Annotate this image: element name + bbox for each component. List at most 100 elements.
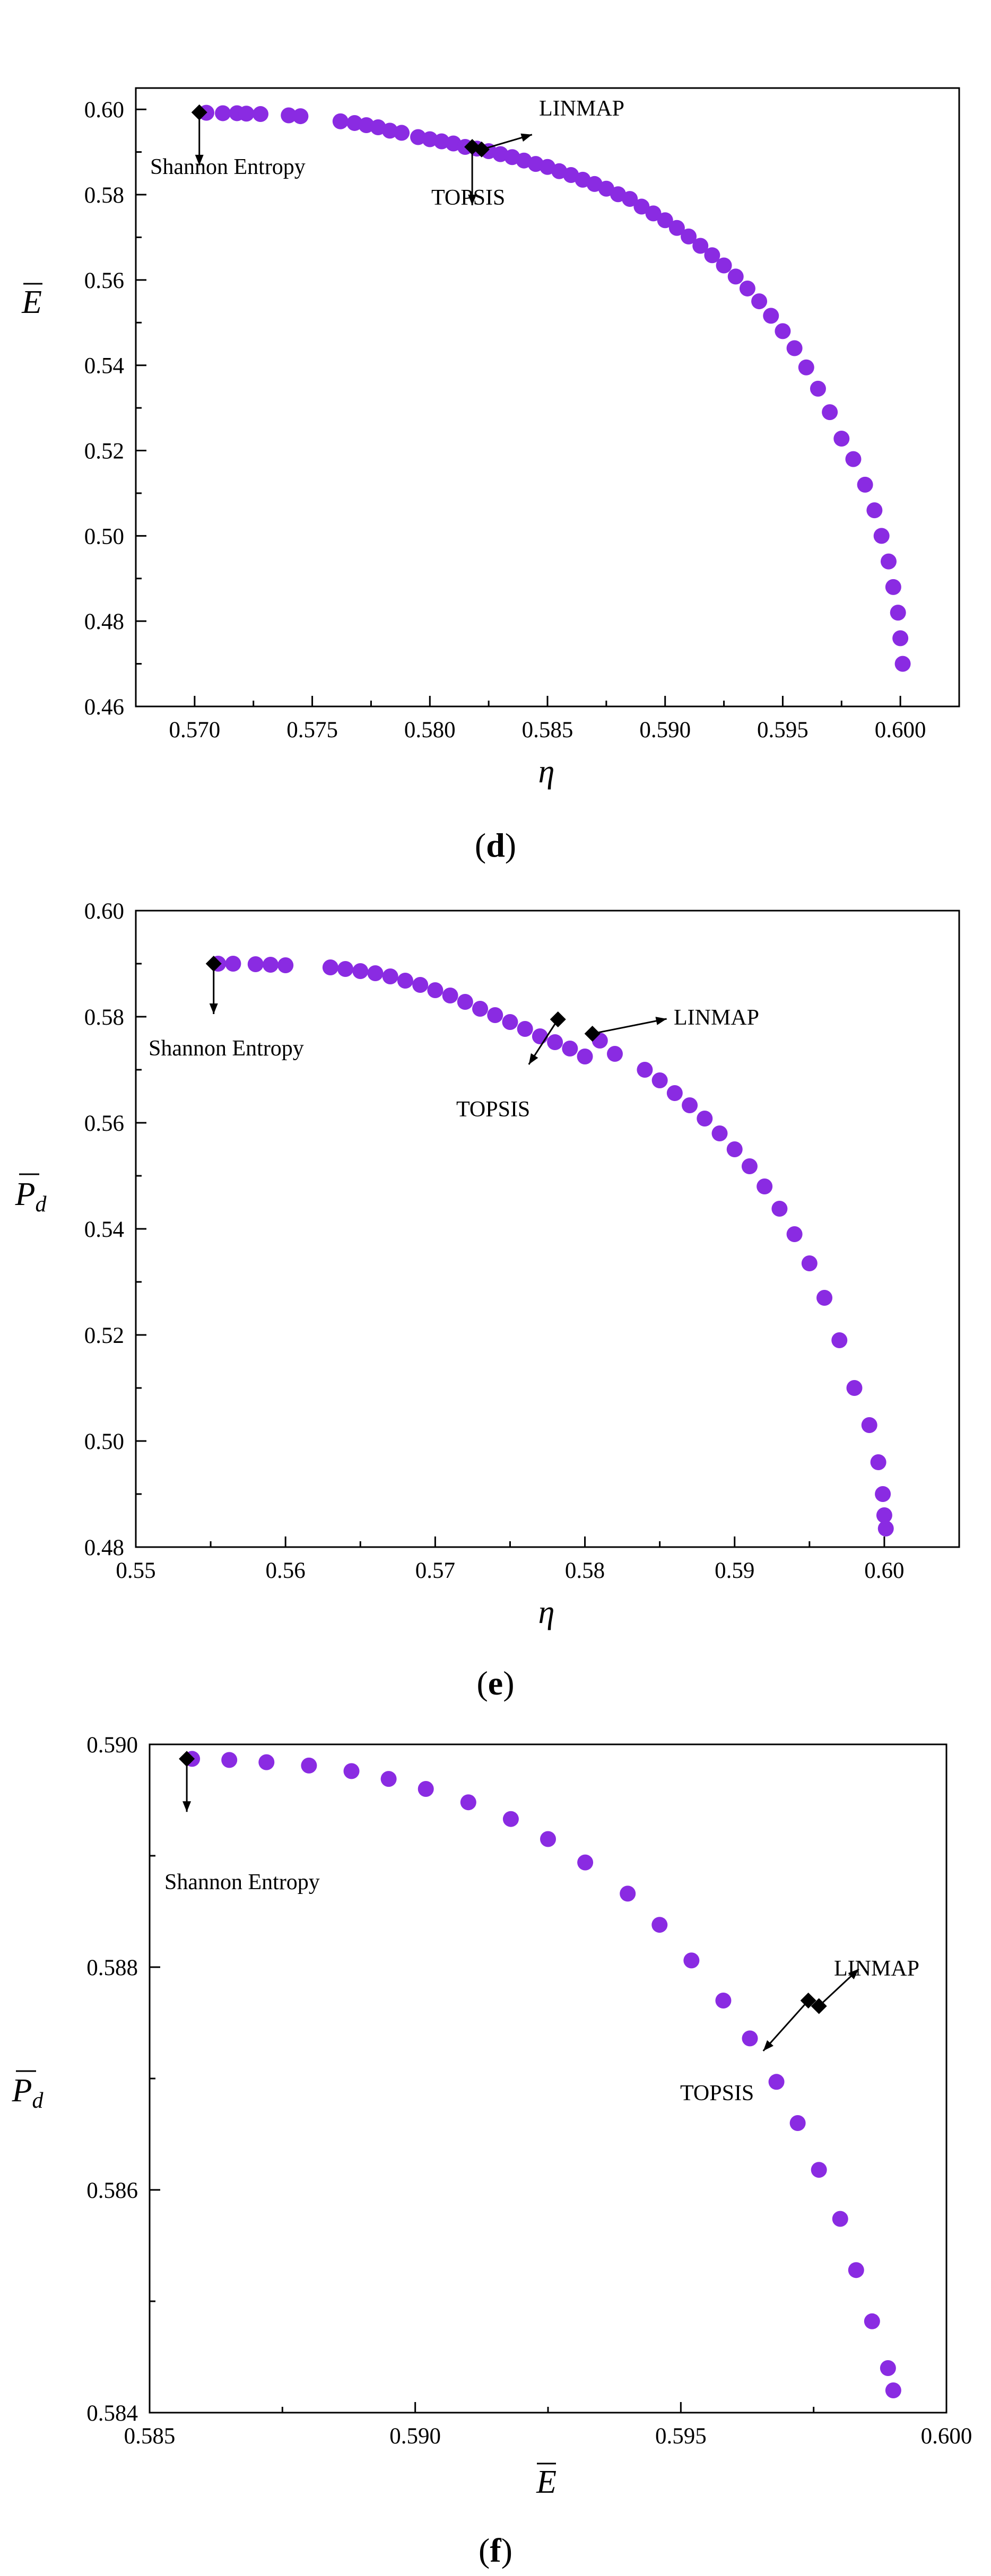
annotation-arrow-line xyxy=(592,1018,667,1035)
y-axis-label-main: P xyxy=(15,1176,36,1212)
data-point xyxy=(801,1255,818,1271)
data-point xyxy=(763,308,779,324)
y-axis-label: Pd xyxy=(12,2070,44,2113)
y-tick-label: 0.58 xyxy=(84,1005,124,1030)
data-point xyxy=(258,1754,275,1770)
annotation-topsis: TOPSIS xyxy=(456,1097,530,1122)
data-point xyxy=(433,133,450,150)
data-point xyxy=(358,117,375,133)
data-point xyxy=(771,1201,788,1217)
x-tick-label: 0.56 xyxy=(266,1558,306,1583)
data-point xyxy=(487,1007,503,1023)
data-point xyxy=(711,1125,728,1141)
x-axis-ticks: 0.570 0.575 0.580 0.585 0.590 0.595 0.600 xyxy=(169,696,926,743)
data-point xyxy=(775,323,791,339)
data-point xyxy=(757,1178,773,1194)
pareto-points xyxy=(198,104,911,672)
data-point xyxy=(876,1507,892,1523)
x-tick-label: 0.590 xyxy=(639,718,691,743)
data-point xyxy=(517,1021,533,1037)
y-tick-label: 0.60 xyxy=(84,899,124,924)
x-axis-label: η xyxy=(538,754,555,790)
data-point xyxy=(866,502,883,519)
data-point xyxy=(221,1752,238,1768)
data-point xyxy=(292,108,309,125)
pareto-points xyxy=(184,1751,901,2398)
data-point xyxy=(741,1158,758,1174)
x-tick-label: 0.59 xyxy=(715,1558,754,1583)
data-point xyxy=(716,257,732,274)
data-point xyxy=(727,268,744,285)
x-tick-label: 0.600 xyxy=(921,2424,972,2449)
x-tick-label: 0.55 xyxy=(116,1558,155,1583)
data-point xyxy=(831,1332,848,1348)
data-point xyxy=(739,280,755,296)
data-point xyxy=(381,123,398,139)
x-tick-label: 0.575 xyxy=(286,718,338,743)
data-point xyxy=(577,1854,594,1871)
chart-panel-e: 0.55 0.56 0.57 0.58 0.59 0.60 0.48 0.50 0.52 0.5… xyxy=(15,899,960,1702)
panel-label-d: (d) xyxy=(475,826,516,864)
data-point xyxy=(322,959,338,975)
data-point xyxy=(337,961,354,977)
data-point xyxy=(651,1072,668,1088)
data-point xyxy=(253,106,269,123)
annotation-shannon-entropy: Shannon Entropy xyxy=(149,1036,304,1061)
x-tick-label: 0.580 xyxy=(404,718,456,743)
data-point xyxy=(816,1290,833,1306)
x-tick-label: 0.595 xyxy=(757,718,809,743)
data-point xyxy=(798,359,814,376)
data-point xyxy=(418,1781,434,1797)
data-point xyxy=(532,1028,548,1044)
data-point xyxy=(382,968,398,984)
x-tick-label: 0.58 xyxy=(565,1558,605,1583)
y-tick-label: 0.60 xyxy=(84,98,124,123)
pareto-points xyxy=(210,956,894,1536)
data-point xyxy=(697,1111,713,1127)
data-point xyxy=(768,2074,785,2090)
y-tick-label: 0.52 xyxy=(84,439,124,464)
chart-panel-d: 0.570 0.575 0.580 0.585 0.590 0.595 0.600 0.46… xyxy=(21,87,960,864)
annotation-arrowhead xyxy=(763,2040,773,2051)
plot-frame xyxy=(135,87,960,708)
data-point xyxy=(238,106,255,122)
y-tick-label: 0.584 xyxy=(86,2401,138,2426)
data-point xyxy=(683,1952,700,1969)
data-point xyxy=(412,977,429,993)
data-point xyxy=(845,451,862,467)
x-axis-label: E xyxy=(536,2463,557,2500)
x-axis-label: η xyxy=(538,1594,555,1630)
data-point xyxy=(885,579,901,595)
data-point xyxy=(880,553,897,570)
data-point xyxy=(704,247,720,264)
data-point xyxy=(651,1917,668,1933)
optimal-points xyxy=(191,104,533,205)
data-point xyxy=(281,107,297,124)
data-point xyxy=(873,528,890,544)
y-axis-label: E xyxy=(21,283,42,320)
y-tick-label: 0.54 xyxy=(84,1217,124,1242)
x-axis-label-text: E xyxy=(536,2464,557,2500)
chart-panel-f: 0.585 0.590 0.595 0.600 0.584 0.586 0.588 0.59… xyxy=(12,1733,972,2569)
data-point xyxy=(681,228,697,244)
data-point xyxy=(880,2360,896,2376)
data-point xyxy=(562,1041,578,1056)
data-point xyxy=(410,129,427,145)
y-axis-label-subscript: d xyxy=(32,2089,44,2113)
data-point xyxy=(352,963,369,979)
y-tick-label: 0.58 xyxy=(84,183,124,208)
y-axis-label-main: P xyxy=(12,2073,32,2109)
data-point xyxy=(786,1226,803,1242)
y-tick-label: 0.56 xyxy=(84,1111,124,1136)
annotation-arrowhead xyxy=(468,194,477,205)
data-point xyxy=(332,113,349,129)
x-tick-label: 0.585 xyxy=(522,718,573,743)
x-tick-label: 0.60 xyxy=(864,1558,904,1583)
data-point xyxy=(225,956,241,972)
data-point xyxy=(666,1085,683,1101)
data-point xyxy=(692,238,709,254)
data-point xyxy=(577,1049,593,1064)
data-point xyxy=(422,131,438,147)
y-tick-label: 0.48 xyxy=(84,1535,124,1560)
